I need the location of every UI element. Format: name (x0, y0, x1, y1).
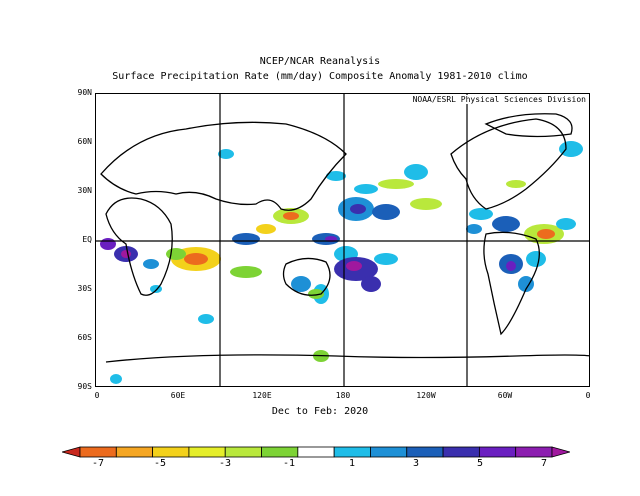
colorbar-cell (478, 446, 517, 458)
lon-label: 60W (497, 391, 513, 400)
precip-anomaly-map (96, 94, 589, 386)
chart-subtitle: Surface Precipitation Rate (mm/day) Comp… (112, 71, 528, 82)
colorbar-cell (406, 446, 444, 458)
colorbar-label: 7 (540, 458, 548, 469)
colorbar-label: 5 (476, 458, 484, 469)
colorbar-cell (79, 446, 117, 458)
lon-label: 180 (335, 391, 351, 400)
lat-label: 30S (77, 284, 92, 293)
grid-lines (96, 94, 589, 386)
colorbar-cell (62, 446, 81, 458)
colorbar-cell (551, 446, 570, 458)
lon-label: 120E (252, 391, 272, 400)
colorbar-label: -1 (282, 458, 296, 469)
chart-title: NCEP/NCAR Reanalysis (259, 56, 381, 67)
colorbar-label: -3 (218, 458, 232, 469)
lat-label: 60S (77, 333, 92, 342)
colorbar (62, 446, 570, 458)
lat-label: EQ (82, 235, 92, 244)
colorbar-cell (261, 446, 299, 458)
map-panel: NOAA/ESRL Physical Sciences Division (95, 93, 590, 387)
colorbar-label: -5 (153, 458, 167, 469)
colorbar-cell (515, 446, 553, 458)
lon-label: 0 (585, 391, 591, 400)
colorbar-label: -7 (91, 458, 105, 469)
colorbar-cell (115, 446, 154, 458)
lat-label: 30N (77, 186, 92, 195)
period-label: Dec to Feb: 2020 (271, 406, 369, 417)
lat-label: 90S (77, 382, 92, 391)
colorbar-cell (442, 446, 480, 458)
lat-label: 60N (77, 137, 92, 146)
colorbar-cell (333, 446, 371, 458)
lat-label: 90N (77, 88, 92, 97)
colorbar-cell (152, 446, 190, 458)
lon-label: 0 (94, 391, 100, 400)
colorbar-cell (224, 446, 262, 458)
anomaly-shading (100, 141, 583, 384)
data-credit: NOAA/ESRL Physical Sciences Division (412, 95, 586, 104)
lon-label: 60E (170, 391, 186, 400)
coastlines (100, 113, 589, 363)
colorbar-label: 1 (348, 458, 356, 469)
colorbar-label: 3 (412, 458, 420, 469)
lon-label: 120W (416, 391, 436, 400)
colorbar-cell (297, 446, 335, 458)
colorbar-cell (188, 446, 226, 458)
colorbar-cell (370, 446, 408, 458)
